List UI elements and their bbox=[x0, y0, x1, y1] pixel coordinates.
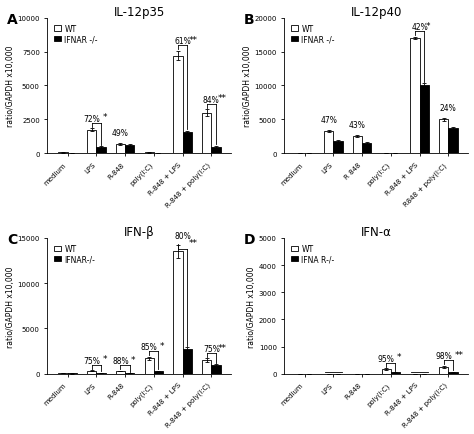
Bar bbox=[68, 153, 77, 154]
Legend: WT, IFNA R-/-: WT, IFNA R-/- bbox=[288, 242, 337, 266]
Bar bbox=[410, 39, 419, 154]
Bar bbox=[96, 148, 106, 154]
Text: 72%: 72% bbox=[83, 114, 100, 123]
Text: B: B bbox=[244, 13, 255, 27]
Text: *: * bbox=[426, 22, 430, 31]
Bar bbox=[154, 372, 163, 374]
Bar bbox=[382, 369, 391, 374]
Y-axis label: ratio/GAPDH x10,000: ratio/GAPDH x10,000 bbox=[247, 266, 256, 347]
Text: 75%: 75% bbox=[83, 356, 100, 365]
Text: 80%: 80% bbox=[174, 231, 191, 240]
Bar bbox=[439, 120, 448, 154]
Text: 61%: 61% bbox=[174, 37, 191, 46]
Bar bbox=[333, 142, 343, 154]
Bar bbox=[439, 367, 448, 374]
Text: *: * bbox=[131, 355, 136, 364]
Y-axis label: ratio/GAPDH x10,000: ratio/GAPDH x10,000 bbox=[6, 266, 15, 347]
Text: 49%: 49% bbox=[112, 129, 129, 138]
Title: IL-12p35: IL-12p35 bbox=[114, 6, 165, 19]
Bar bbox=[182, 133, 192, 154]
Bar bbox=[125, 373, 134, 374]
Bar bbox=[173, 56, 182, 154]
Bar bbox=[173, 252, 182, 374]
Bar bbox=[58, 373, 68, 374]
Text: C: C bbox=[7, 233, 17, 247]
Title: IL-12p40: IL-12p40 bbox=[351, 6, 402, 19]
Bar bbox=[154, 153, 163, 154]
Bar bbox=[362, 144, 371, 154]
Bar bbox=[145, 358, 154, 374]
Text: *: * bbox=[397, 352, 401, 362]
Text: D: D bbox=[244, 233, 255, 247]
Text: 84%: 84% bbox=[203, 95, 219, 105]
Bar bbox=[96, 373, 106, 374]
Legend: WT, IFNAR-/-: WT, IFNAR-/- bbox=[51, 242, 98, 266]
Title: IFN-β: IFN-β bbox=[124, 225, 155, 238]
Text: *: * bbox=[160, 341, 164, 350]
Text: 95%: 95% bbox=[378, 354, 395, 363]
Text: **: ** bbox=[217, 343, 226, 352]
Bar bbox=[211, 148, 220, 154]
Text: 85%: 85% bbox=[141, 342, 158, 352]
Legend: WT, IFNAR -/-: WT, IFNAR -/- bbox=[288, 22, 337, 46]
Bar bbox=[391, 372, 400, 374]
Bar bbox=[448, 372, 457, 374]
Text: 88%: 88% bbox=[112, 356, 129, 365]
Bar bbox=[116, 145, 125, 154]
Bar bbox=[116, 371, 125, 374]
Bar bbox=[202, 113, 211, 154]
Text: **: ** bbox=[454, 350, 463, 359]
Text: 42%: 42% bbox=[411, 23, 428, 32]
Text: A: A bbox=[7, 13, 18, 27]
Bar bbox=[145, 153, 154, 154]
Text: 43%: 43% bbox=[349, 121, 366, 130]
Bar bbox=[211, 365, 220, 374]
Text: **: ** bbox=[217, 94, 226, 103]
Bar bbox=[419, 86, 429, 154]
Bar bbox=[324, 132, 333, 154]
Text: **: ** bbox=[189, 239, 198, 248]
Bar bbox=[58, 153, 68, 154]
Text: 47%: 47% bbox=[320, 116, 337, 125]
Bar bbox=[448, 128, 457, 154]
Bar bbox=[353, 136, 362, 154]
Bar bbox=[202, 360, 211, 374]
Text: *: * bbox=[102, 113, 107, 122]
Text: 24%: 24% bbox=[440, 104, 456, 113]
Bar bbox=[87, 130, 96, 154]
Bar bbox=[182, 349, 192, 374]
Text: **: ** bbox=[189, 36, 198, 45]
Y-axis label: ratio/GAPDH x10,000: ratio/GAPDH x10,000 bbox=[243, 46, 252, 127]
Title: IFN-α: IFN-α bbox=[361, 225, 392, 238]
Text: 75%: 75% bbox=[203, 344, 220, 353]
Bar bbox=[125, 146, 134, 154]
Y-axis label: ratio/GAPDH x10,000: ratio/GAPDH x10,000 bbox=[6, 46, 15, 127]
Legend: WT, IFNAR -/-: WT, IFNAR -/- bbox=[51, 22, 100, 46]
Text: 98%: 98% bbox=[435, 352, 452, 361]
Text: *: * bbox=[102, 355, 107, 363]
Bar bbox=[87, 371, 96, 374]
